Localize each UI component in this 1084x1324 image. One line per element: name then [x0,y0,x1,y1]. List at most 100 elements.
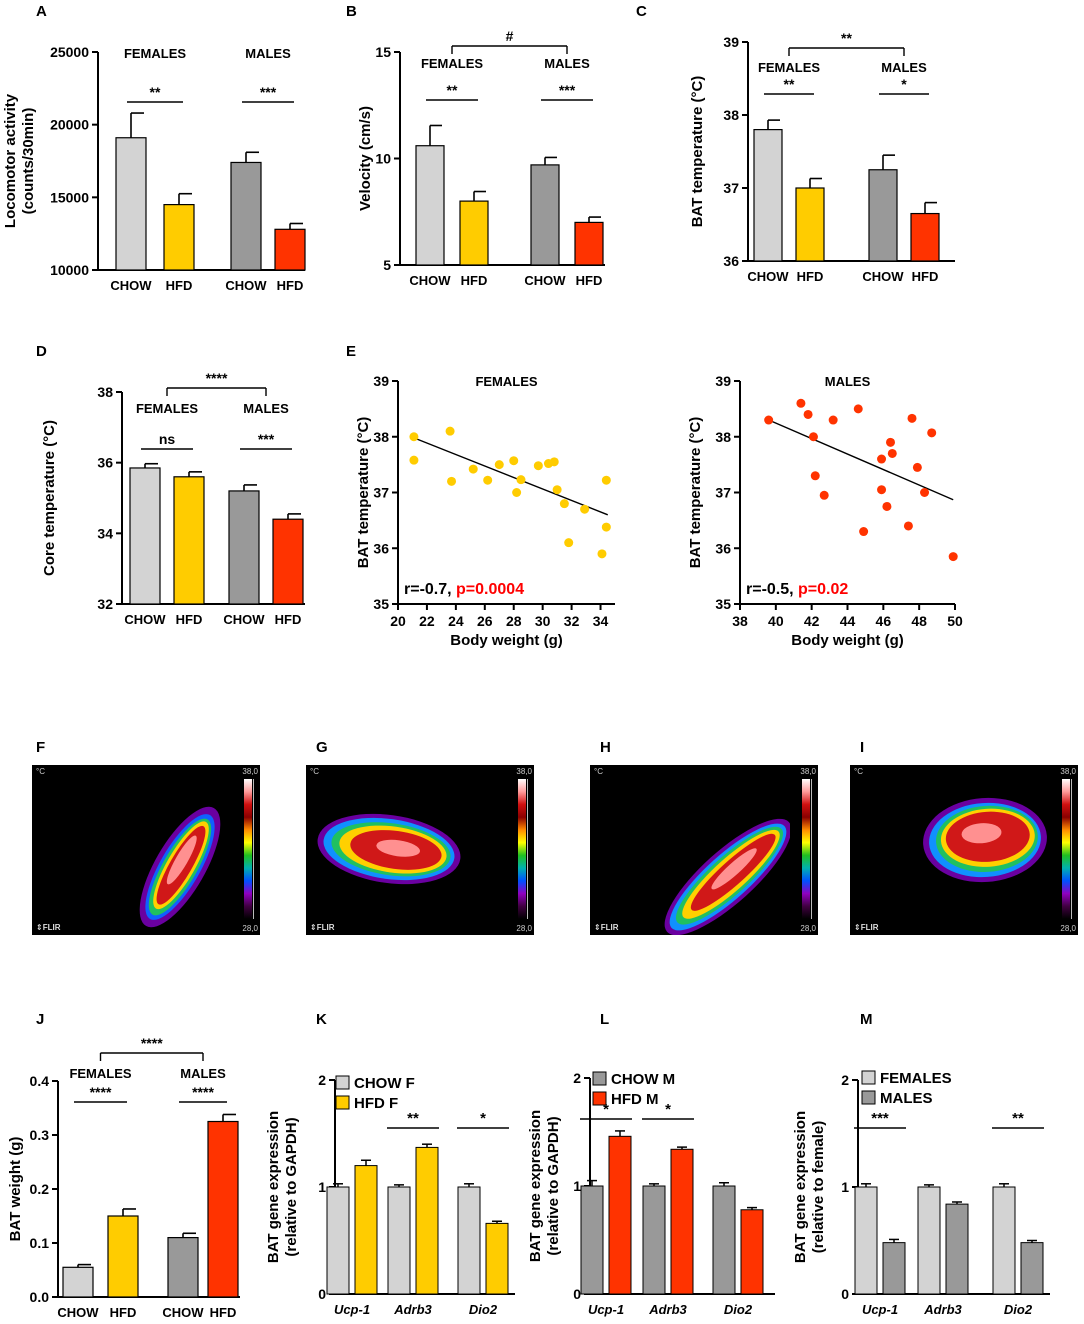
thermal-max: 38,0 [242,767,258,776]
scatter-title: FEMALES [475,374,537,389]
scatter-title: MALES [825,374,871,389]
x-tick-label: 38 [732,613,748,629]
y-tick-label: 36 [373,540,389,556]
thermal-unit: °C [854,767,863,776]
group-significance: ** [841,30,852,46]
group-label-males: MALES [544,56,590,71]
y-axis-label: Velocity (cm/s) [357,106,374,211]
x-tick-label: CHOW [409,273,451,288]
group-label-females: FEMALES [124,46,186,61]
x-tick-label: HFD [210,1305,237,1320]
y-tick-label: 39 [723,34,739,50]
data-point [948,552,958,562]
gene-label: Ucp-1 [334,1302,370,1317]
data-point [803,409,813,419]
x-tick-label: 26 [477,613,493,629]
data-point [409,432,419,442]
panel-letter-h: H [600,739,611,756]
thermal-unit: °C [310,767,319,776]
group-label-females: FEMALES [758,60,820,75]
flir-logo: ⇕FLIR [36,923,61,932]
significance-label: ** [447,82,458,98]
x-tick-label: HFD [797,269,824,284]
panel-letter-j: J [36,1011,44,1028]
group-label-males: MALES [245,46,291,61]
thermal-image-h: °C 38,0 28,0 ⇕FLIR [590,765,818,935]
y-tick-label: 34 [97,525,113,541]
significance-label: *** [559,82,576,98]
y-tick-label: 0.2 [30,1181,50,1197]
y-axis-label: (counts/30min) [20,108,37,215]
y-axis-label: BAT temperature (°C) [355,417,372,569]
regression-line [413,437,609,516]
y-tick-label: 0 [318,1286,326,1302]
x-tick-label: HFD [277,278,304,293]
x-tick-label: HFD [166,278,193,293]
correlation-r: r=-0.7, [404,581,456,598]
legend-swatch [861,1070,876,1085]
bar-chow [129,467,161,605]
significance-label: ** [784,76,795,92]
y-tick-label: 37 [723,180,739,196]
x-tick-label: HFD [110,1305,137,1320]
y-axis-label: BAT temperature (°C) [689,76,706,228]
y-tick-label: 36 [97,455,113,471]
data-point [601,475,611,485]
data-point [549,457,559,467]
group-label-males: MALES [180,1066,226,1081]
y-tick-label: 15000 [50,189,89,205]
legend-swatch [592,1091,607,1106]
data-point [907,413,917,423]
panel-letter-i: I [860,739,864,756]
significance-label: * [665,1101,671,1118]
y-tick-label: 39 [715,373,731,389]
bar-hfd [274,228,306,271]
y-tick-label: 2 [841,1072,849,1088]
data-point [552,485,562,495]
legend-swatch [335,1095,350,1110]
y-axis-label: BAT temperature (°C) [687,417,704,569]
bar-females [854,1186,878,1295]
thermal-min: 28,0 [1060,924,1076,933]
data-point [920,488,930,497]
y-tick-label: 10000 [50,262,89,278]
x-tick-label: 22 [419,613,435,629]
bar-chow-m [580,1185,604,1295]
data-point [877,485,887,495]
data-point [559,499,569,509]
legend-swatch [861,1090,876,1105]
bar-chow [753,129,783,262]
x-tick-label: 50 [947,613,963,629]
panel-letter-c: C [636,3,647,20]
group-label-males: MALES [881,60,927,75]
data-point [810,471,820,481]
y-axis-label: BAT weight (g) [7,1137,24,1242]
y-tick-label: 10 [375,151,391,167]
y-tick-label: 2 [318,1072,326,1088]
x-tick-label: HFD [461,273,488,288]
data-point [877,454,887,464]
bar-hfd [163,204,195,271]
data-point [853,404,863,414]
regression-line [768,419,954,501]
y-tick-label: 35 [715,596,731,612]
x-tick-label: 42 [804,613,820,629]
y-tick-label: 38 [715,429,731,445]
group-significance: # [506,28,514,44]
significance-label: * [603,1101,609,1118]
data-point [494,460,504,470]
data-point [912,462,922,472]
bar-hfd [910,212,940,262]
y-tick-label: 38 [723,107,739,123]
data-point [859,527,869,537]
flir-logo: ⇕FLIR [594,923,619,932]
x-tick-label: CHOW [110,278,152,293]
mouse-thermal-silhouette [317,813,461,885]
y-axis-label: Core temperature (°C) [41,420,58,576]
flir-logo: ⇕FLIR [310,923,335,932]
y-tick-label: 0 [841,1286,849,1302]
data-point [468,464,478,474]
y-tick-label: 1 [573,1178,581,1194]
bar-hfd-m [740,1209,764,1295]
thermal-min: 28,0 [800,924,816,933]
